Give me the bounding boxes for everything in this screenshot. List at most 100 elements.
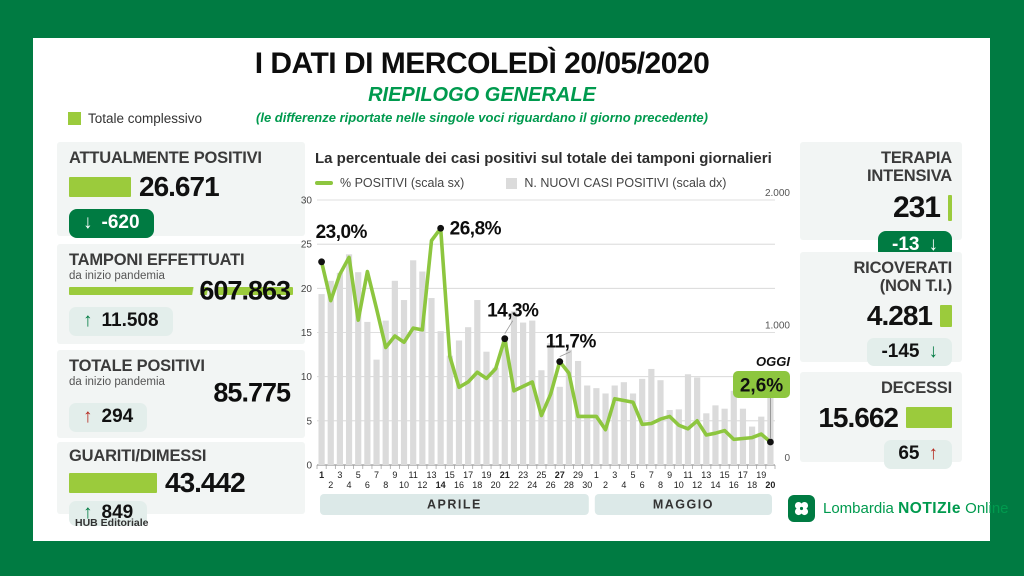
logo-text-brand: NOTIZIe xyxy=(898,499,961,517)
arrow-up-icon: ↑ xyxy=(83,310,93,332)
value-bar xyxy=(906,407,952,429)
svg-text:15: 15 xyxy=(720,470,730,480)
panel-ricoverati: RICOVERATI (NON T.I.) 4.281 -145 ↓ xyxy=(800,252,962,367)
svg-text:11: 11 xyxy=(409,470,418,480)
panel-guariti-dimessi: GUARITI/DIMESSI 43.442 ↑ 849 xyxy=(57,442,305,526)
svg-text:15: 15 xyxy=(301,328,313,339)
svg-text:14: 14 xyxy=(710,480,720,490)
svg-text:16: 16 xyxy=(454,480,464,490)
delta-badge: -145 ↓ xyxy=(867,337,952,367)
stat-value: 15.662 xyxy=(818,401,899,433)
credit-text: HUB Editoriale xyxy=(75,517,149,529)
svg-text:20: 20 xyxy=(491,480,501,490)
svg-text:13: 13 xyxy=(701,470,711,480)
svg-text:17: 17 xyxy=(738,470,748,480)
svg-text:16: 16 xyxy=(729,480,739,490)
chart-title: La percentuale dei casi positivi sul tot… xyxy=(315,150,772,167)
svg-text:2: 2 xyxy=(603,480,608,490)
line-swatch-icon xyxy=(315,181,333,185)
svg-text:5: 5 xyxy=(356,470,361,480)
value-bar xyxy=(69,176,131,197)
arrow-down-icon: ↓ xyxy=(928,233,939,255)
stat-subtitle: da inizio pandemia xyxy=(69,375,165,388)
svg-text:6: 6 xyxy=(365,480,370,490)
svg-text:23: 23 xyxy=(518,470,528,480)
svg-text:10: 10 xyxy=(399,480,409,490)
panel-attualmente-positivi: ATTUALMENTE POSITIVI 26.671 ↓ -620 xyxy=(57,142,305,238)
logo-text-post: Online xyxy=(965,499,1009,517)
svg-text:11,7%: 11,7% xyxy=(546,332,597,353)
delta-value: 294 xyxy=(101,405,134,427)
stat-value: 607.863 xyxy=(199,275,291,306)
svg-text:1.000: 1.000 xyxy=(765,321,790,332)
svg-text:27: 27 xyxy=(555,470,565,480)
legend-label: N. NUOVI CASI POSITIVI (scala dx) xyxy=(524,176,727,190)
page-subtitle: RIEPILOGO GENERALE xyxy=(368,84,596,106)
svg-text:6: 6 xyxy=(640,480,645,490)
svg-text:14,3%: 14,3% xyxy=(487,301,539,322)
page-title: I DATI DI MERCOLEDÌ 20/05/2020 xyxy=(254,47,710,80)
delta-value: -145 xyxy=(881,340,920,362)
arrow-up-icon: ↑ xyxy=(83,501,93,523)
svg-text:30: 30 xyxy=(582,480,592,490)
panel-totale-positivi: TOTALE POSITIVI da inizio pandemia 85.77… xyxy=(57,350,305,438)
svg-text:26,8%: 26,8% xyxy=(450,218,502,239)
svg-text:10: 10 xyxy=(674,480,684,490)
svg-text:11: 11 xyxy=(683,470,692,480)
svg-text:1: 1 xyxy=(319,470,324,480)
svg-text:2: 2 xyxy=(328,480,333,490)
delta-value: 65 xyxy=(898,442,920,464)
delta-badge: 65 ↑ xyxy=(884,439,952,469)
stat-subtitle: da inizio pandemia xyxy=(69,269,165,282)
svg-text:9: 9 xyxy=(667,470,672,480)
svg-text:23,0%: 23,0% xyxy=(316,222,368,243)
stat-title: TAMPONI EFFETTUATI xyxy=(69,251,245,269)
svg-text:13: 13 xyxy=(426,470,436,480)
svg-text:3: 3 xyxy=(337,470,342,480)
svg-text:20: 20 xyxy=(301,284,313,295)
stat-title: RICOVERATI xyxy=(853,259,952,277)
svg-text:3: 3 xyxy=(612,470,617,480)
stat-title: TERAPIA INTENSIVA xyxy=(867,149,952,185)
svg-text:7: 7 xyxy=(649,470,654,480)
svg-text:19: 19 xyxy=(481,470,491,480)
svg-text:5: 5 xyxy=(306,416,312,427)
stat-value: 4.281 xyxy=(866,299,933,331)
svg-text:19: 19 xyxy=(756,470,766,480)
svg-text:0: 0 xyxy=(306,461,312,472)
arrow-down-icon: ↓ xyxy=(83,211,93,233)
stat-value: 26.671 xyxy=(139,170,220,202)
delta-badge: ↑ 294 xyxy=(69,402,148,432)
delta-value: -620 xyxy=(101,211,140,233)
value-bar xyxy=(69,472,157,493)
svg-text:20: 20 xyxy=(765,480,775,490)
svg-text:17: 17 xyxy=(463,470,473,480)
svg-text:8: 8 xyxy=(383,480,388,490)
svg-text:15: 15 xyxy=(445,470,455,480)
svg-text:28: 28 xyxy=(564,480,574,490)
lombardia-notizie-logo: Lombardia NOTIZIe Online xyxy=(788,495,1009,522)
svg-text:8: 8 xyxy=(658,480,663,490)
total-legend-label: Totale complessivo xyxy=(88,111,203,126)
svg-text:24: 24 xyxy=(527,480,537,490)
panel-terapia-intensiva: TERAPIA INTENSIVA 231 -13 ↓ xyxy=(800,142,962,260)
panel-decessi: DECESSI 15.662 65 ↑ xyxy=(800,372,962,469)
svg-text:10: 10 xyxy=(301,372,313,383)
svg-text:2,6%: 2,6% xyxy=(740,376,783,397)
svg-text:5: 5 xyxy=(631,470,636,480)
legend-label: % POSITIVI (scala sx) xyxy=(340,176,465,190)
chart-svg: 0510152025302.0001.000012345678910111213… xyxy=(301,188,790,515)
total-legend: Totale complessivo xyxy=(68,111,202,126)
svg-text:21: 21 xyxy=(500,470,510,480)
delta-badge: ↑ 11.508 xyxy=(69,307,173,336)
stat-title: ATTUALMENTE POSITIVI xyxy=(69,149,262,167)
svg-text:14: 14 xyxy=(436,480,446,490)
svg-text:7: 7 xyxy=(374,470,379,480)
stat-title: TOTALE POSITIVI xyxy=(69,357,205,375)
svg-text:2.000: 2.000 xyxy=(765,188,790,199)
arrow-up-icon: ↑ xyxy=(928,442,939,464)
value-bar xyxy=(948,194,952,221)
svg-text:22: 22 xyxy=(509,480,519,490)
svg-text:25: 25 xyxy=(301,240,313,251)
